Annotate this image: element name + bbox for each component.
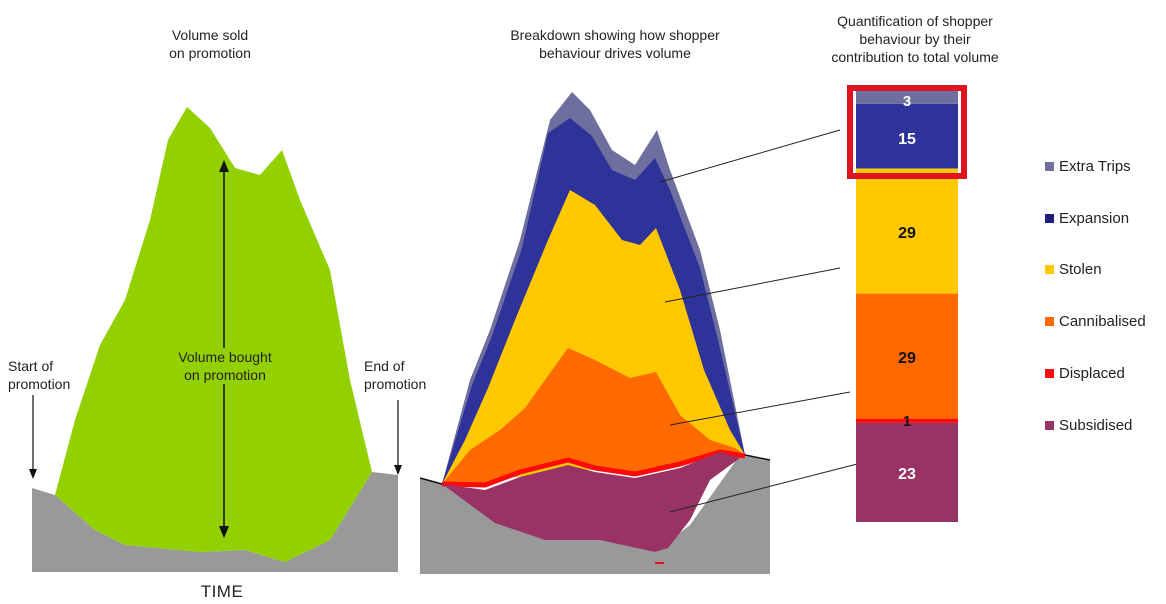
end-arrow-head — [394, 465, 402, 475]
connector-expansion — [659, 129, 841, 183]
connector-cannibalised — [669, 391, 851, 426]
end-of-promotion-label: End of promotion — [364, 358, 427, 392]
middle-baseline-area — [420, 455, 770, 574]
segment-label-subsidised: 23 — [898, 466, 916, 483]
legend-item-cannibalised: Cannibalised — [1045, 313, 1146, 330]
left-promo-volume-area — [55, 107, 372, 562]
legend-swatch-displaced — [1045, 369, 1054, 378]
middle-baseline-line — [419, 477, 443, 485]
bar-segment-displaced — [856, 418, 958, 423]
bar-segment-stolen — [856, 168, 958, 294]
legend-swatch-expansion — [1045, 214, 1054, 223]
right-panel-title: Quantification of shopper behaviour by t… — [831, 13, 999, 65]
legend-label-cannibalised: Cannibalised — [1059, 313, 1146, 330]
time-axis-label: TIME — [200, 582, 244, 601]
legend-label-subsidised: Subsidised — [1059, 417, 1133, 434]
segment-label-cannibalised: 29 — [898, 350, 916, 367]
bar-segment-subsidised — [856, 422, 958, 522]
middle-baseline-line-right — [744, 454, 771, 461]
middle-displaced-band — [441, 449, 746, 488]
connector-subsidised — [669, 461, 866, 513]
legend-swatch-stolen — [1045, 265, 1054, 274]
bar-segment-cannibalised — [856, 293, 958, 419]
legend-item-subsidised: Subsidised — [1045, 417, 1132, 434]
legend-item-extra-trips: Extra Trips — [1045, 158, 1131, 175]
segment-label-expansion: 15 — [898, 131, 916, 148]
small-red-mark — [655, 562, 664, 564]
middle-cannibalised-area — [442, 348, 745, 484]
legend-item-displaced: Displaced — [1045, 365, 1125, 382]
stacked-bar — [856, 91, 958, 522]
legend-label-expansion: Expansion — [1059, 210, 1130, 227]
volume-arrow-head-down — [219, 526, 229, 538]
segment-label-stolen: 29 — [898, 225, 916, 242]
legend-swatch-extra-trips — [1045, 162, 1054, 171]
start-of-promotion-label: Start of promotion — [8, 358, 71, 392]
segment-label-extra-trips: 3 — [902, 93, 912, 110]
legend-item-stolen: Stolen — [1045, 261, 1102, 278]
legend-swatch-subsidised — [1045, 421, 1054, 430]
start-arrow-head — [29, 469, 37, 479]
segment-label-displaced: 1 — [902, 413, 912, 430]
middle-subsidised-area — [442, 452, 740, 552]
legend-swatch-cannibalised — [1045, 317, 1054, 326]
bar-segment-extra-trips — [856, 91, 958, 104]
middle-panel-title: Breakdown showing how shopper behaviour … — [510, 27, 720, 61]
volume-bought-label: Volume bought on promotion — [160, 348, 290, 384]
highlight-box — [847, 85, 967, 179]
legend-label-stolen: Stolen — [1059, 261, 1102, 278]
left-panel-title: Volume sold on promotion — [169, 27, 251, 61]
connector-stolen — [664, 267, 841, 303]
legend-label-displaced: Displaced — [1059, 365, 1125, 382]
legend-item-expansion: Expansion — [1045, 210, 1129, 227]
legend-label-extra-trips: Extra Trips — [1059, 158, 1131, 175]
volume-arrow-head-up — [219, 160, 229, 172]
bar-segment-expansion — [856, 103, 958, 169]
left-baseline-area — [32, 472, 398, 572]
